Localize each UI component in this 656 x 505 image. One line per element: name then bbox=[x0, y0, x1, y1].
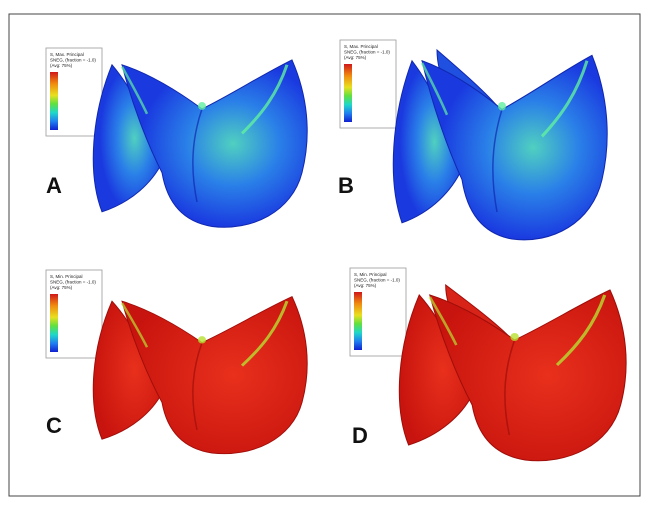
legend-title: SNEG, (fraction = -1.0) bbox=[50, 280, 96, 285]
commissure bbox=[198, 102, 206, 110]
panel-label: C bbox=[46, 413, 62, 438]
leaflet-body bbox=[393, 55, 607, 239]
leaflet-body bbox=[399, 290, 626, 461]
figure: S, Max. PrincipalSNEG, (fraction = -1.0)… bbox=[0, 0, 656, 505]
legend-title: S, Min. Principal bbox=[354, 272, 387, 277]
leaflet-model bbox=[93, 297, 307, 454]
page: {"panels": [ {"label": "A", "legend": {"… bbox=[0, 0, 656, 505]
legend-colorbar bbox=[50, 72, 58, 130]
commissure bbox=[498, 102, 506, 111]
legend-title: S, Min. Principal bbox=[50, 274, 83, 279]
legend-title: SNEG, (fraction = -1.0) bbox=[354, 278, 400, 283]
legend-title: (Avg: 75%) bbox=[344, 55, 367, 60]
legend-title: SNEG, (fraction = -1.0) bbox=[50, 58, 96, 63]
leaflet-model bbox=[393, 50, 607, 240]
legend-colorbar bbox=[50, 294, 58, 352]
legend-colorbar bbox=[344, 64, 352, 122]
legend-title: SNEG, (fraction = -1.0) bbox=[344, 50, 390, 55]
legend-title: (Avg: 75%) bbox=[354, 283, 377, 288]
legend-colorbar bbox=[354, 292, 362, 350]
leaflet-body bbox=[93, 297, 307, 454]
legend-title: S, Max. Principal bbox=[50, 52, 84, 57]
panel-label: B bbox=[338, 173, 354, 198]
leaflet-model bbox=[399, 285, 626, 461]
leaflet-model bbox=[93, 60, 307, 227]
panel-label: D bbox=[352, 423, 368, 448]
legend-title: (Avg: 75%) bbox=[50, 285, 73, 290]
leaflet-body bbox=[93, 60, 307, 227]
commissure bbox=[510, 333, 518, 341]
legend-title: (Avg: 75%) bbox=[50, 63, 73, 68]
panel-label: A bbox=[46, 173, 62, 198]
legend-title: S, Max. Principal bbox=[344, 44, 378, 49]
commissure bbox=[198, 336, 206, 343]
